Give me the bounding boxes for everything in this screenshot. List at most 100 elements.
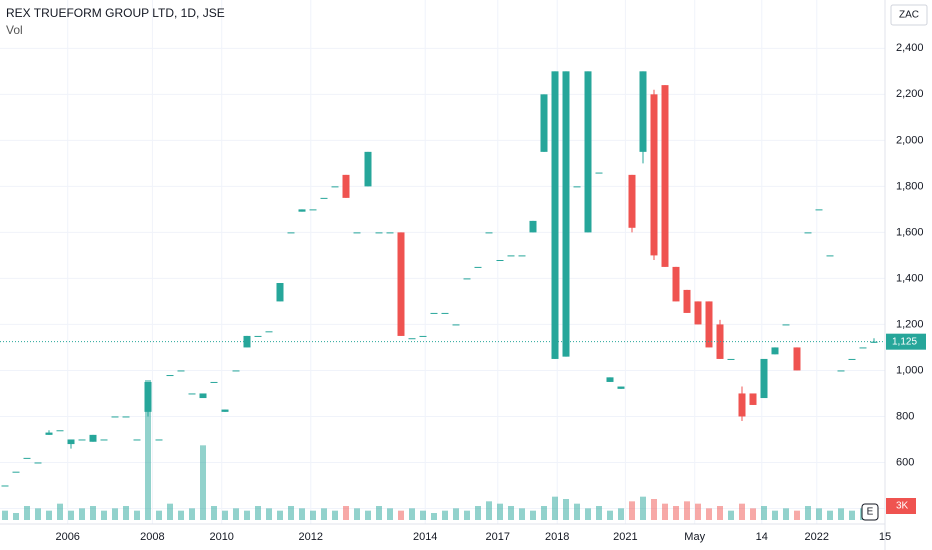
candle-body	[529, 220, 537, 233]
volume-bar	[442, 510, 448, 520]
chart-title: REX TRUEFORM GROUP LTD, 1D, JSE	[6, 6, 225, 20]
volume-bar	[563, 499, 569, 520]
candle-body	[89, 434, 97, 442]
x-tick-label: 2022	[805, 531, 829, 543]
volume-value-label: 3K	[896, 501, 909, 512]
volume-bar	[552, 496, 558, 520]
candle-body	[287, 232, 295, 234]
x-tick-label: 2008	[140, 531, 164, 543]
volume-bar	[266, 508, 272, 520]
volume-bar	[574, 503, 580, 520]
candle-body	[826, 255, 834, 257]
candle-body	[496, 260, 504, 261]
candle-body	[254, 335, 262, 337]
scale-button[interactable]	[861, 503, 879, 521]
candle-body	[551, 71, 559, 359]
volume-bar	[530, 510, 536, 520]
volume-bar	[189, 508, 195, 520]
volume-bar	[255, 506, 261, 520]
currency-box[interactable]	[890, 4, 928, 26]
candle-body	[804, 232, 812, 234]
volume-bar	[101, 510, 107, 520]
volume-bar	[585, 508, 591, 520]
candle-body	[463, 278, 471, 280]
volume-bar	[123, 506, 129, 520]
candle-body	[177, 370, 185, 372]
candle-body	[771, 347, 779, 355]
volume-bar	[794, 510, 800, 520]
volume-bar	[409, 508, 415, 520]
x-tick-label: 15	[879, 531, 891, 543]
volume-value-box	[886, 498, 916, 514]
volume-bar	[849, 510, 855, 520]
volume-bar	[79, 508, 85, 520]
volume-bar	[761, 506, 767, 520]
x-tick-label: 2014	[413, 531, 437, 543]
candle-body	[199, 393, 207, 399]
candle-body	[221, 409, 229, 412]
volume-bar	[750, 508, 756, 520]
volume-bar	[431, 513, 437, 520]
candle-body	[562, 71, 570, 357]
candle-body	[144, 381, 152, 412]
candle-body	[419, 335, 427, 337]
volume-bar	[728, 510, 734, 520]
x-tick-label: May	[684, 531, 705, 543]
candle-body	[639, 71, 647, 152]
volume-bar	[695, 503, 701, 520]
candle-body	[78, 439, 86, 441]
volume-bar	[541, 506, 547, 520]
candle-body	[353, 232, 361, 234]
volume-bar	[475, 506, 481, 520]
volume-bar	[805, 506, 811, 520]
scale-button-label: E	[867, 507, 874, 518]
volume-bar	[57, 503, 63, 520]
volume-bar	[310, 510, 316, 520]
candle-body	[342, 174, 350, 198]
y-tick-label: 1,000	[896, 364, 924, 376]
candle-body	[100, 439, 108, 441]
candle-body	[540, 94, 548, 152]
volume-bar	[222, 510, 228, 520]
candle-body	[815, 209, 823, 211]
volume-bar	[90, 506, 96, 520]
volume-bar	[497, 503, 503, 520]
candle-body	[331, 186, 339, 188]
volume-bar	[673, 506, 679, 520]
candle-body	[650, 94, 658, 256]
candle-body	[606, 377, 614, 382]
volume-bar	[662, 503, 668, 520]
volume-bar	[354, 508, 360, 520]
candle-body	[188, 393, 196, 395]
candle-body	[23, 457, 31, 459]
volume-bar	[827, 510, 833, 520]
volume-bar	[145, 380, 151, 520]
volume-bar	[277, 510, 283, 520]
volume-bar	[2, 510, 8, 520]
volume-bar	[321, 508, 327, 520]
x-tick-label: 2017	[486, 531, 510, 543]
volume-bar	[783, 508, 789, 520]
candle-body	[474, 266, 482, 268]
volume-pane	[2, 380, 877, 520]
candle-body	[122, 416, 130, 418]
volume-bar	[486, 501, 492, 520]
currency: ZAC	[899, 10, 919, 21]
volume-bar	[651, 499, 657, 520]
y-tick-label: 1,800	[896, 180, 924, 192]
candle-body	[628, 174, 636, 228]
volume-bar	[68, 510, 74, 520]
candle-body	[1, 485, 9, 487]
candle-body	[793, 347, 801, 371]
volume-bar	[772, 510, 778, 520]
candle-body	[694, 301, 702, 325]
volume-bar	[629, 501, 635, 520]
volume-bar	[420, 510, 426, 520]
y-tick-label: 1,200	[896, 318, 924, 330]
candle-body	[210, 381, 218, 383]
volume-bar	[706, 508, 712, 520]
candle-body	[430, 312, 438, 314]
candle-body	[672, 266, 680, 302]
candle-body	[518, 255, 526, 257]
